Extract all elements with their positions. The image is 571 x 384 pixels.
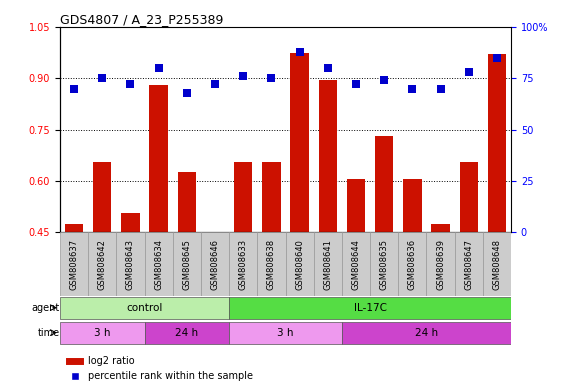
Text: GSM808647: GSM808647 bbox=[464, 239, 473, 290]
Bar bbox=[258, 232, 286, 296]
Bar bbox=[229, 232, 258, 296]
Bar bbox=[375, 136, 393, 232]
Bar bbox=[370, 232, 399, 296]
Bar bbox=[116, 232, 144, 296]
Text: GSM808638: GSM808638 bbox=[267, 239, 276, 290]
Text: GDS4807 / A_23_P255389: GDS4807 / A_23_P255389 bbox=[60, 13, 223, 26]
Bar bbox=[319, 80, 337, 232]
Bar bbox=[399, 232, 427, 296]
Legend: log2 ratio, percentile rank within the sample: log2 ratio, percentile rank within the s… bbox=[65, 353, 257, 384]
Text: GSM808640: GSM808640 bbox=[295, 239, 304, 290]
Bar bbox=[229, 322, 342, 344]
Bar bbox=[93, 162, 111, 232]
Text: GSM808641: GSM808641 bbox=[323, 239, 332, 290]
Bar bbox=[206, 232, 224, 234]
Bar bbox=[88, 232, 116, 296]
Text: GSM808636: GSM808636 bbox=[408, 239, 417, 290]
Bar bbox=[488, 54, 506, 232]
Bar bbox=[313, 232, 342, 296]
Point bbox=[126, 81, 135, 88]
Point bbox=[380, 77, 389, 83]
Point bbox=[98, 75, 107, 81]
Text: 24 h: 24 h bbox=[415, 328, 438, 338]
Bar bbox=[286, 232, 313, 296]
Bar bbox=[403, 179, 421, 232]
Bar bbox=[201, 232, 229, 296]
Bar bbox=[144, 322, 229, 344]
Bar bbox=[121, 214, 139, 232]
Bar bbox=[460, 162, 478, 232]
Point bbox=[211, 81, 220, 88]
Bar bbox=[342, 232, 370, 296]
Bar bbox=[455, 232, 483, 296]
Text: IL-17C: IL-17C bbox=[353, 303, 387, 313]
Bar bbox=[65, 224, 83, 232]
Bar bbox=[262, 162, 280, 232]
Point bbox=[239, 73, 248, 79]
Text: 24 h: 24 h bbox=[175, 328, 198, 338]
Point bbox=[492, 55, 501, 61]
Point bbox=[408, 85, 417, 91]
Text: agent: agent bbox=[31, 303, 59, 313]
Text: GSM808645: GSM808645 bbox=[182, 239, 191, 290]
Text: 3 h: 3 h bbox=[278, 328, 293, 338]
Point bbox=[267, 75, 276, 81]
Bar bbox=[150, 85, 168, 232]
Text: GSM808648: GSM808648 bbox=[492, 239, 501, 290]
Text: GSM808634: GSM808634 bbox=[154, 239, 163, 290]
Bar bbox=[178, 172, 196, 232]
Point bbox=[436, 85, 445, 91]
Text: time: time bbox=[37, 328, 59, 338]
Point bbox=[295, 48, 304, 55]
Bar bbox=[229, 297, 511, 319]
Point bbox=[70, 85, 79, 91]
Bar bbox=[60, 322, 144, 344]
Bar bbox=[427, 232, 455, 296]
Bar bbox=[60, 232, 88, 296]
Text: GSM808646: GSM808646 bbox=[211, 239, 219, 290]
Bar bbox=[483, 232, 511, 296]
Bar bbox=[291, 53, 309, 232]
Text: GSM808639: GSM808639 bbox=[436, 239, 445, 290]
Bar bbox=[234, 162, 252, 232]
Text: control: control bbox=[126, 303, 163, 313]
Point bbox=[323, 65, 332, 71]
Bar bbox=[60, 297, 229, 319]
Point bbox=[154, 65, 163, 71]
Text: GSM808637: GSM808637 bbox=[70, 239, 79, 290]
Bar bbox=[342, 322, 511, 344]
Text: GSM808642: GSM808642 bbox=[98, 239, 107, 290]
Point bbox=[182, 89, 191, 96]
Bar bbox=[173, 232, 201, 296]
Text: GSM808643: GSM808643 bbox=[126, 239, 135, 290]
Point bbox=[351, 81, 360, 88]
Text: GSM808644: GSM808644 bbox=[352, 239, 360, 290]
Bar bbox=[432, 224, 450, 232]
Bar bbox=[347, 179, 365, 232]
Text: GSM808635: GSM808635 bbox=[380, 239, 389, 290]
Point bbox=[464, 69, 473, 75]
Bar bbox=[144, 232, 173, 296]
Text: GSM808633: GSM808633 bbox=[239, 239, 248, 290]
Text: 3 h: 3 h bbox=[94, 328, 111, 338]
